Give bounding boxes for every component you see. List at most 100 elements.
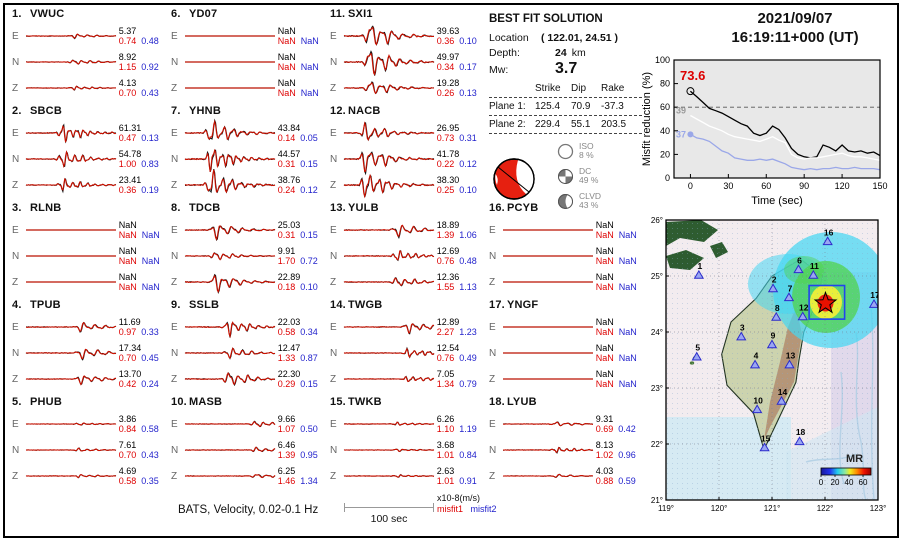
misfit1-value: NaN [595,256,614,266]
peak-amplitude: NaN [595,317,614,327]
component-row-N: N 6.46 1.39 0.95 [171,437,324,463]
misfit1-value: NaN [277,36,296,46]
component-label: N [330,250,338,262]
misfit1-value: 1.02 [595,450,614,460]
trace-svg [184,168,276,194]
station-triangle-icon [767,283,779,293]
trace-svg [343,81,434,95]
misfit2-value: 1.23 [459,327,477,337]
peak-amplitude: 4.03 [595,466,614,476]
amplitude-misfit-values: 12.89 2.27 1.23 [434,317,483,337]
amplitude-misfit-values: 12.69 0.76 0.48 [434,246,483,266]
station-number: 2. [12,105,22,117]
peak-amplitude: NaN [118,246,137,256]
misfit2-value: 0.72 [300,256,318,266]
waveform-trace [343,367,434,391]
waveform-trace [25,270,116,294]
misfit2-value: 1.06 [459,230,477,240]
station-number: 13. [330,202,346,214]
component-row-Z: Z 4.03 0.88 0.59 [489,463,642,489]
station-code: MASB [189,396,223,408]
misfit1-value: 1.01 [436,450,455,460]
component-row-Z: Z 22.30 0.29 0.15 [171,366,324,392]
peak-amplitude: NaN [595,369,614,379]
peak-amplitude: 43.84 [277,123,301,133]
component-row-N: N 12.69 0.76 0.48 [330,243,483,269]
amplitude-misfit-values: 6.46 1.39 0.95 [275,440,324,460]
station-code: SBCB [30,105,62,117]
peak-amplitude: 38.30 [436,175,460,185]
map-station-number: 2 [772,274,777,284]
component-label: E [12,224,19,236]
misfit2-value: 0.58 [141,424,159,434]
misfit2-value: 0.45 [141,353,159,363]
component-row-N: N 9.91 1.70 0.72 [171,243,324,269]
event-date: 2021/09/07 [757,10,833,27]
station-panel-SBCB: 2. SBCB E 61.31 0.47 0.13 N 54.78 1.00 0.83 Z 23.41… [12,105,165,202]
trace-svg [25,321,116,333]
iso-beachball-icon [557,143,574,159]
amplitude-misfit-values: 54.78 1.00 0.83 [116,149,165,169]
peak-amplitude: NaN [118,220,137,230]
amplitude-misfit-values: 3.86 0.84 0.58 [116,414,165,434]
depth-unit: km [571,47,586,59]
component-label: Z [12,276,19,288]
dc-label: DC [579,166,592,176]
misfit2-value: NaN [141,256,160,266]
component-row-N: N 12.47 1.33 0.87 [171,340,324,366]
component-label: Z [12,373,19,385]
component-label: N [12,444,20,456]
trace-svg [502,421,593,427]
station-header: 3. RLNB [12,202,165,217]
station-number: 11. [330,8,346,20]
station-header: 11. SXI1 [330,8,483,23]
waveform-trace [502,438,593,462]
component-label: E [171,224,178,236]
peak-amplitude: 39.63 [436,26,460,36]
trace-svg [184,347,275,360]
map-station-number: 14 [778,387,788,397]
trace-svg [343,448,434,453]
clvd-item: CLVD 43 % [557,192,601,210]
waveform-trace [502,315,593,339]
clvd-beachball-icon [558,193,573,209]
component-label: E [489,224,496,236]
peak-amplitude: 22.89 [277,272,301,282]
station-header: 4. TPUB [12,299,165,314]
map-station-number: 1 [697,261,702,271]
amplitude-misfit-values: 13.70 0.42 0.24 [116,369,165,389]
waveform-trace [343,412,434,436]
plane-table-header: Strike Dip Rake [489,80,642,98]
misfit1-value: 0.24 [277,185,296,195]
station-panel-TPUB: 4. TPUB E 11.69 0.97 0.33 N 17.34 0.70 0.45 Z 13.70… [12,299,165,396]
trace-svg [25,177,116,194]
map-station-number: 18 [796,427,806,437]
waveform-trace [25,412,116,436]
component-label: N [171,347,179,359]
misfit2-value: 0.92 [141,62,159,72]
waveform-trace [343,341,435,365]
station-triangle-icon [749,359,761,369]
map-station-number: 3 [740,322,745,332]
station-number: 6. [171,8,181,20]
trace-svg [184,148,276,173]
misfit2-value: NaN [618,256,637,266]
misfit1-value: 0.70 [118,450,137,460]
misfit1-value: 1.01 [436,476,455,486]
misfit1-value: 0.22 [436,159,455,169]
component-label: N [489,347,497,359]
trace-svg [184,61,275,63]
component-row-N: N 41.78 0.22 0.12 [330,146,483,176]
component-row-E: E 9.31 0.69 0.42 [489,411,642,437]
misfit2-value: 0.13 [141,133,159,143]
component-row-E: E 9.66 1.07 0.50 [171,411,324,437]
waveform-trace [184,168,276,197]
component-label: N [12,56,20,68]
peak-amplitude: 61.31 [118,123,142,133]
waveform-trace [343,121,435,145]
misfit1-value: 0.97 [118,327,137,337]
misfit-xlabel: Time (sec) [751,195,803,207]
station-panel-PHUB: 5. PHUB E 3.86 0.84 0.58 N 7.61 0.70 0.43 Z 4.69 0.5… [12,396,165,493]
misfit1-value: 0.31 [277,230,296,240]
component-label: Z [489,470,496,482]
